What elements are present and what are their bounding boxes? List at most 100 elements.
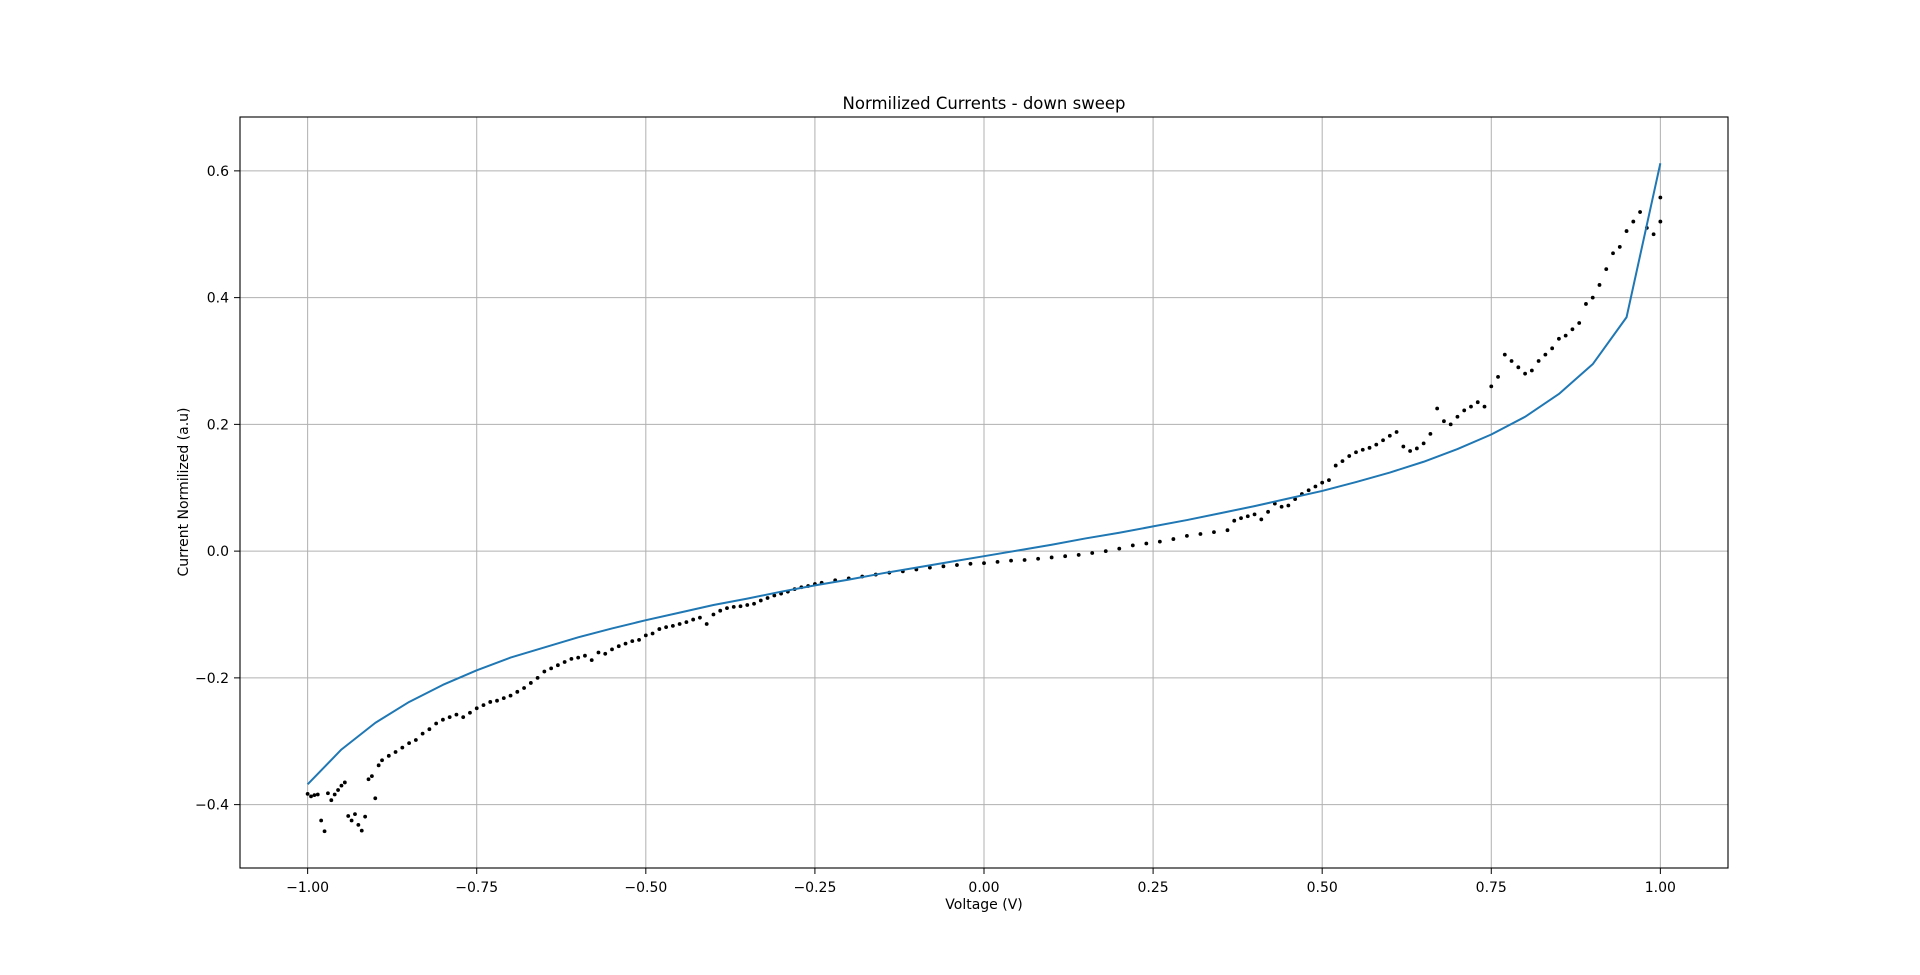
data-point: [1090, 551, 1095, 555]
data-point: [488, 700, 493, 704]
data-point: [995, 560, 1000, 564]
data-point: [393, 750, 398, 754]
data-point: [1577, 321, 1582, 325]
data-point: [356, 823, 361, 827]
data-point: [1320, 480, 1325, 485]
data-point: [319, 818, 324, 823]
data-point: [380, 758, 384, 763]
data-point: [339, 783, 344, 788]
data-point: [522, 686, 526, 690]
data-point: [420, 731, 425, 736]
data-point: [941, 564, 946, 569]
data-point: [427, 727, 432, 732]
data-point: [1103, 549, 1108, 554]
data-point: [441, 717, 445, 722]
grid: [240, 117, 1728, 868]
data-point: [461, 715, 466, 720]
data-point: [1387, 433, 1392, 438]
data-point: [718, 608, 723, 613]
x-tick-label: 0.50: [1307, 880, 1338, 896]
data-point: [315, 792, 320, 797]
data-point: [752, 601, 756, 606]
data-point: [359, 828, 364, 833]
data-point: [603, 651, 608, 656]
data-point: [1157, 539, 1162, 544]
data-point: [1617, 245, 1622, 249]
data-point: [1482, 404, 1487, 409]
plot-area: −1.00 −0.75 −0.50 −0.25 0.00 0.25 0.50 0.75 1.00…: [195, 116, 1729, 896]
data-point: [1442, 419, 1446, 424]
data-point: [369, 774, 374, 779]
data-point: [1462, 408, 1467, 413]
data-point: [363, 814, 368, 819]
data-point: [569, 656, 574, 661]
data-point: [1313, 484, 1318, 489]
data-point: [684, 620, 689, 624]
data-point: [589, 658, 594, 663]
data-point: [1009, 558, 1013, 563]
data-point: [386, 753, 391, 758]
data-point: [643, 633, 648, 638]
data-point: [346, 814, 351, 818]
data-point: [1394, 430, 1399, 434]
data-point: [1584, 302, 1588, 306]
data-point: [725, 606, 729, 611]
data-point: [1421, 441, 1426, 446]
data-point: [583, 653, 587, 658]
x-tick-label: 1.00: [1645, 880, 1676, 896]
data-point: [711, 612, 716, 617]
data-point: [1171, 537, 1176, 541]
data-point: [772, 593, 777, 598]
x-tick-label: −1.00: [286, 880, 329, 896]
data-point: [1638, 210, 1642, 214]
data-point: [1604, 267, 1609, 271]
data-point: [454, 712, 459, 717]
data-point: [1340, 459, 1345, 464]
data-point: [1590, 295, 1595, 300]
x-tick-label: −0.25: [793, 880, 836, 896]
data-layer: [305, 163, 1663, 834]
data-point: [1435, 406, 1440, 411]
data-point: [982, 561, 986, 566]
data-point: [677, 622, 682, 626]
data-point: [1496, 374, 1500, 379]
x-tick-label: −0.50: [624, 880, 667, 896]
x-axis-label: Voltage (V): [945, 897, 1022, 913]
y-axis-label: Current Normilized (a.u): [176, 407, 192, 576]
data-point: [610, 647, 614, 652]
data-point: [1239, 516, 1243, 521]
data-point: [407, 741, 411, 746]
data-point: [373, 796, 378, 801]
data-point: [1455, 414, 1460, 419]
data-point: [515, 689, 520, 694]
data-point: [413, 738, 418, 742]
data-point: [542, 669, 547, 674]
data-point: [745, 603, 750, 607]
data-point: [1333, 463, 1338, 468]
data-point: [1245, 514, 1250, 519]
data-point: [650, 631, 655, 636]
data-point: [400, 745, 405, 750]
data-point: [1259, 517, 1264, 522]
x-tick-label: −0.75: [455, 880, 498, 896]
data-point: [1225, 528, 1230, 533]
data-point: [657, 627, 662, 631]
data-point: [968, 561, 973, 566]
data-point: [758, 598, 763, 603]
data-point: [1144, 541, 1149, 546]
data-point: [555, 663, 560, 668]
data-point: [1049, 555, 1054, 560]
chart-title: Normilized Currents - down sweep: [843, 94, 1126, 113]
data-point: [1130, 543, 1135, 548]
data-point: [342, 780, 347, 785]
data-point: [326, 791, 330, 796]
data-point: [664, 625, 669, 630]
data-point: [468, 710, 472, 715]
data-point: [1185, 534, 1189, 538]
data-point: [1381, 438, 1385, 443]
data-point: [474, 706, 479, 711]
data-point: [670, 624, 675, 628]
data-point: [1543, 352, 1548, 357]
data-point: [549, 666, 554, 671]
